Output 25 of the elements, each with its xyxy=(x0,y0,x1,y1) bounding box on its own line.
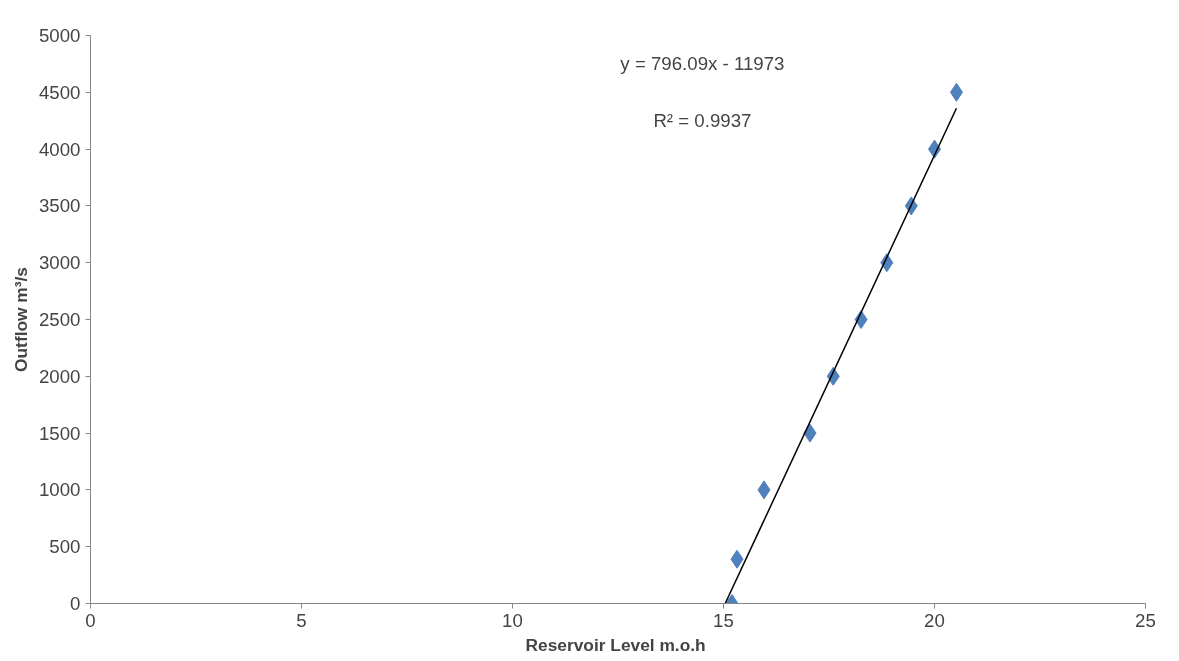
point xyxy=(803,423,817,443)
annotation: y = 796.09x - 11973 xyxy=(620,53,785,75)
point xyxy=(730,549,744,569)
y-tick-label: 4500 xyxy=(39,81,81,103)
point xyxy=(757,480,771,500)
y-tick-label: 1500 xyxy=(39,422,81,444)
x-tick-label: 10 xyxy=(502,609,523,631)
x-tick-label: 5 xyxy=(296,609,307,631)
point xyxy=(949,82,963,102)
y-tick-label: 500 xyxy=(49,536,81,558)
y-axis-title: Outflow m³/s xyxy=(11,267,31,372)
y-tick-label: 3500 xyxy=(39,195,81,217)
x-tick-label: 20 xyxy=(924,609,945,631)
y-tick-label: 4000 xyxy=(39,138,81,160)
x-axis-title: Reservoir Level m.o.h xyxy=(525,634,706,655)
y-tick-label: 2500 xyxy=(39,309,81,330)
y-tick-label: 3000 xyxy=(39,252,81,274)
y-tick-label: 5000 xyxy=(39,25,81,46)
y-tick-label: 2000 xyxy=(39,365,81,387)
y-tick-label: 0 xyxy=(70,593,81,614)
x-tick-label: 15 xyxy=(713,609,734,631)
y-tick-label: 1000 xyxy=(39,479,81,501)
annotation: R² = 0.9937 xyxy=(653,110,752,132)
x-tick-label: 25 xyxy=(1135,609,1156,631)
x-tick-label: 0 xyxy=(85,609,96,631)
